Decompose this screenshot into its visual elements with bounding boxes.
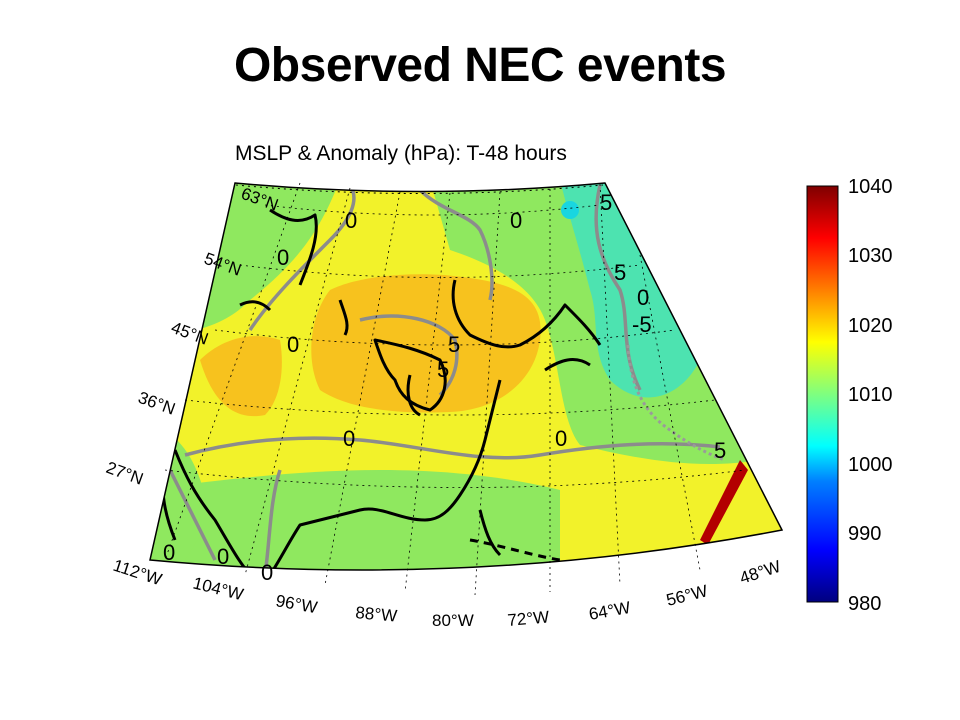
contour-label-group: 0 0 0 0 0 0 0 0 0 0 5 5 5 5 5 -5 xyxy=(163,190,726,585)
field-orange-west xyxy=(200,336,282,417)
field-orange-high xyxy=(311,274,541,413)
contour-label: 0 xyxy=(343,426,355,451)
map-frame xyxy=(149,182,784,571)
colorbar-tick-label: 1020 xyxy=(848,315,893,337)
map-frame-dotted xyxy=(235,184,604,194)
slide-title: Observed NEC events xyxy=(233,39,727,92)
contour-label: 0 xyxy=(555,426,567,451)
contour-label: 5 xyxy=(614,260,626,285)
contour-label: 5 xyxy=(600,190,612,215)
contour-label: 0 xyxy=(287,332,299,357)
colorbar-tick-label: 980 xyxy=(848,593,881,615)
contour-label: -5 xyxy=(632,312,652,337)
negative-contour xyxy=(626,344,726,462)
contour-label: 5 xyxy=(437,357,449,382)
graticule xyxy=(164,182,746,596)
field-teal-ne xyxy=(560,183,700,398)
contour-label: 5 xyxy=(714,438,726,463)
colorbar-tick-label: 1040 xyxy=(848,176,893,198)
contour-label: 0 xyxy=(261,560,273,585)
contour-label: 0 xyxy=(163,540,175,565)
lat-label: 27°N xyxy=(104,458,146,489)
lon-label: 56°W xyxy=(664,581,709,610)
contour-label: 0 xyxy=(345,208,357,233)
contour-label: 5 xyxy=(448,332,460,357)
map-title: MSLP & Anomaly (hPa): T-48 hours xyxy=(235,142,567,165)
contour-label: 0 xyxy=(277,245,289,270)
lon-label: 104°W xyxy=(191,573,245,604)
islands xyxy=(469,538,561,562)
contour-label: 0 xyxy=(637,285,649,310)
colorbar-tick-label: 1000 xyxy=(848,454,893,476)
colorbar xyxy=(806,185,839,603)
lon-label: 96°W xyxy=(274,591,318,617)
field-green-east xyxy=(430,183,760,465)
coastlines xyxy=(161,208,602,570)
colorbar-tick-label: 1030 xyxy=(848,245,893,267)
anomaly-contours xyxy=(168,184,721,570)
pressure-field xyxy=(150,183,782,570)
lon-label: 64°W xyxy=(587,598,631,624)
field-red-edge xyxy=(700,460,748,545)
colorbar-tick-label: 1010 xyxy=(848,384,893,406)
lat-label: 36°N xyxy=(136,388,178,419)
lon-label: 72°W xyxy=(507,607,550,630)
field-green-south xyxy=(150,470,560,570)
colorbar-ticks: 1040 1030 1020 1010 1000 990 980 xyxy=(848,176,893,615)
lon-label: 48°W xyxy=(737,557,783,588)
contour-label: 0 xyxy=(510,208,522,233)
colorbar-tick-label: 990 xyxy=(848,523,881,545)
contour-label: 0 xyxy=(217,544,229,569)
lon-label: 80°W xyxy=(432,611,474,630)
field-cyan-spot xyxy=(561,201,579,219)
lon-label: 88°W xyxy=(355,603,398,626)
